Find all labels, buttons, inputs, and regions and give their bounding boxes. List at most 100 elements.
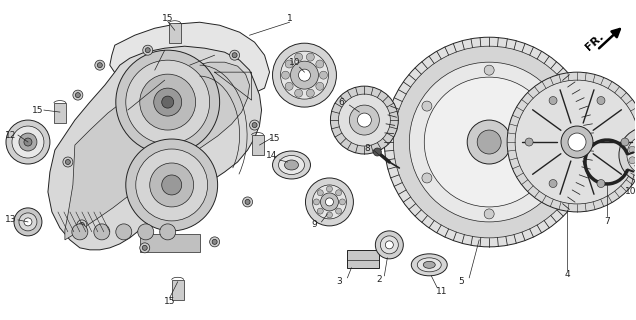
Circle shape [145, 48, 150, 53]
Circle shape [549, 97, 557, 105]
Circle shape [94, 224, 110, 240]
Circle shape [326, 198, 333, 206]
Circle shape [291, 61, 319, 89]
Circle shape [242, 197, 252, 207]
Text: 15: 15 [269, 133, 280, 142]
Text: 15: 15 [164, 297, 176, 306]
Circle shape [317, 208, 323, 214]
Text: 4: 4 [564, 270, 570, 279]
Text: 1: 1 [287, 14, 293, 23]
Circle shape [72, 224, 88, 240]
Polygon shape [110, 22, 270, 100]
Text: 7: 7 [604, 217, 610, 226]
Circle shape [249, 120, 259, 130]
Circle shape [621, 138, 629, 146]
Circle shape [305, 178, 354, 226]
Bar [140, 234, 200, 252]
Circle shape [515, 80, 636, 204]
Circle shape [232, 53, 237, 58]
Text: FR.: FR. [584, 31, 606, 52]
Bar [169, 23, 181, 43]
Circle shape [14, 208, 42, 236]
Circle shape [380, 236, 398, 254]
Circle shape [280, 51, 328, 99]
Circle shape [338, 94, 391, 146]
Bar [252, 135, 263, 155]
Circle shape [477, 130, 501, 154]
Circle shape [546, 101, 556, 111]
Circle shape [336, 190, 342, 196]
Circle shape [97, 63, 102, 68]
Ellipse shape [273, 151, 310, 179]
Circle shape [321, 193, 338, 211]
Ellipse shape [411, 254, 447, 276]
Circle shape [294, 89, 303, 97]
Circle shape [282, 71, 289, 79]
Circle shape [126, 60, 210, 144]
Circle shape [336, 208, 342, 214]
Text: 8: 8 [364, 144, 370, 153]
Text: 13: 13 [5, 215, 17, 224]
Circle shape [467, 120, 511, 164]
Circle shape [285, 82, 293, 90]
Ellipse shape [279, 156, 305, 174]
Circle shape [154, 88, 182, 116]
Circle shape [375, 231, 403, 259]
Circle shape [385, 241, 393, 249]
Polygon shape [65, 62, 249, 240]
Circle shape [210, 237, 219, 247]
Circle shape [546, 173, 556, 183]
Text: 5: 5 [459, 277, 464, 286]
Circle shape [349, 105, 379, 135]
Polygon shape [48, 46, 261, 250]
Circle shape [140, 74, 196, 130]
Text: 12: 12 [5, 131, 17, 140]
Circle shape [162, 96, 174, 108]
Circle shape [507, 72, 636, 212]
Circle shape [63, 157, 73, 167]
Text: 9: 9 [312, 220, 317, 229]
Circle shape [116, 50, 219, 154]
Circle shape [331, 86, 398, 154]
Circle shape [66, 159, 71, 164]
Circle shape [160, 224, 176, 240]
Circle shape [135, 149, 207, 221]
Circle shape [230, 50, 240, 60]
Circle shape [80, 222, 85, 228]
Circle shape [24, 218, 32, 226]
Circle shape [597, 180, 605, 188]
Text: 10: 10 [289, 58, 300, 67]
Circle shape [525, 138, 533, 146]
Circle shape [597, 97, 605, 105]
Circle shape [484, 209, 494, 219]
Circle shape [285, 60, 293, 68]
Circle shape [373, 148, 382, 156]
Circle shape [6, 120, 50, 164]
Circle shape [312, 185, 347, 219]
Circle shape [410, 62, 569, 222]
Circle shape [629, 146, 636, 153]
Circle shape [12, 126, 44, 158]
Circle shape [316, 60, 324, 68]
Text: 6: 6 [338, 98, 344, 107]
Text: 3: 3 [336, 277, 342, 286]
Text: 10: 10 [625, 188, 636, 196]
Circle shape [273, 43, 336, 107]
Circle shape [126, 139, 218, 231]
Circle shape [19, 213, 37, 231]
Circle shape [326, 212, 333, 218]
Circle shape [73, 90, 83, 100]
Circle shape [77, 220, 87, 230]
Text: 14: 14 [266, 150, 277, 159]
Circle shape [629, 157, 636, 164]
Bar [54, 103, 66, 123]
Circle shape [24, 138, 32, 146]
Circle shape [340, 199, 345, 205]
Circle shape [116, 224, 132, 240]
Circle shape [357, 113, 371, 127]
Bar [347, 250, 379, 268]
Text: 15: 15 [162, 14, 174, 23]
Circle shape [422, 101, 432, 111]
Circle shape [568, 133, 586, 151]
Circle shape [384, 37, 594, 247]
